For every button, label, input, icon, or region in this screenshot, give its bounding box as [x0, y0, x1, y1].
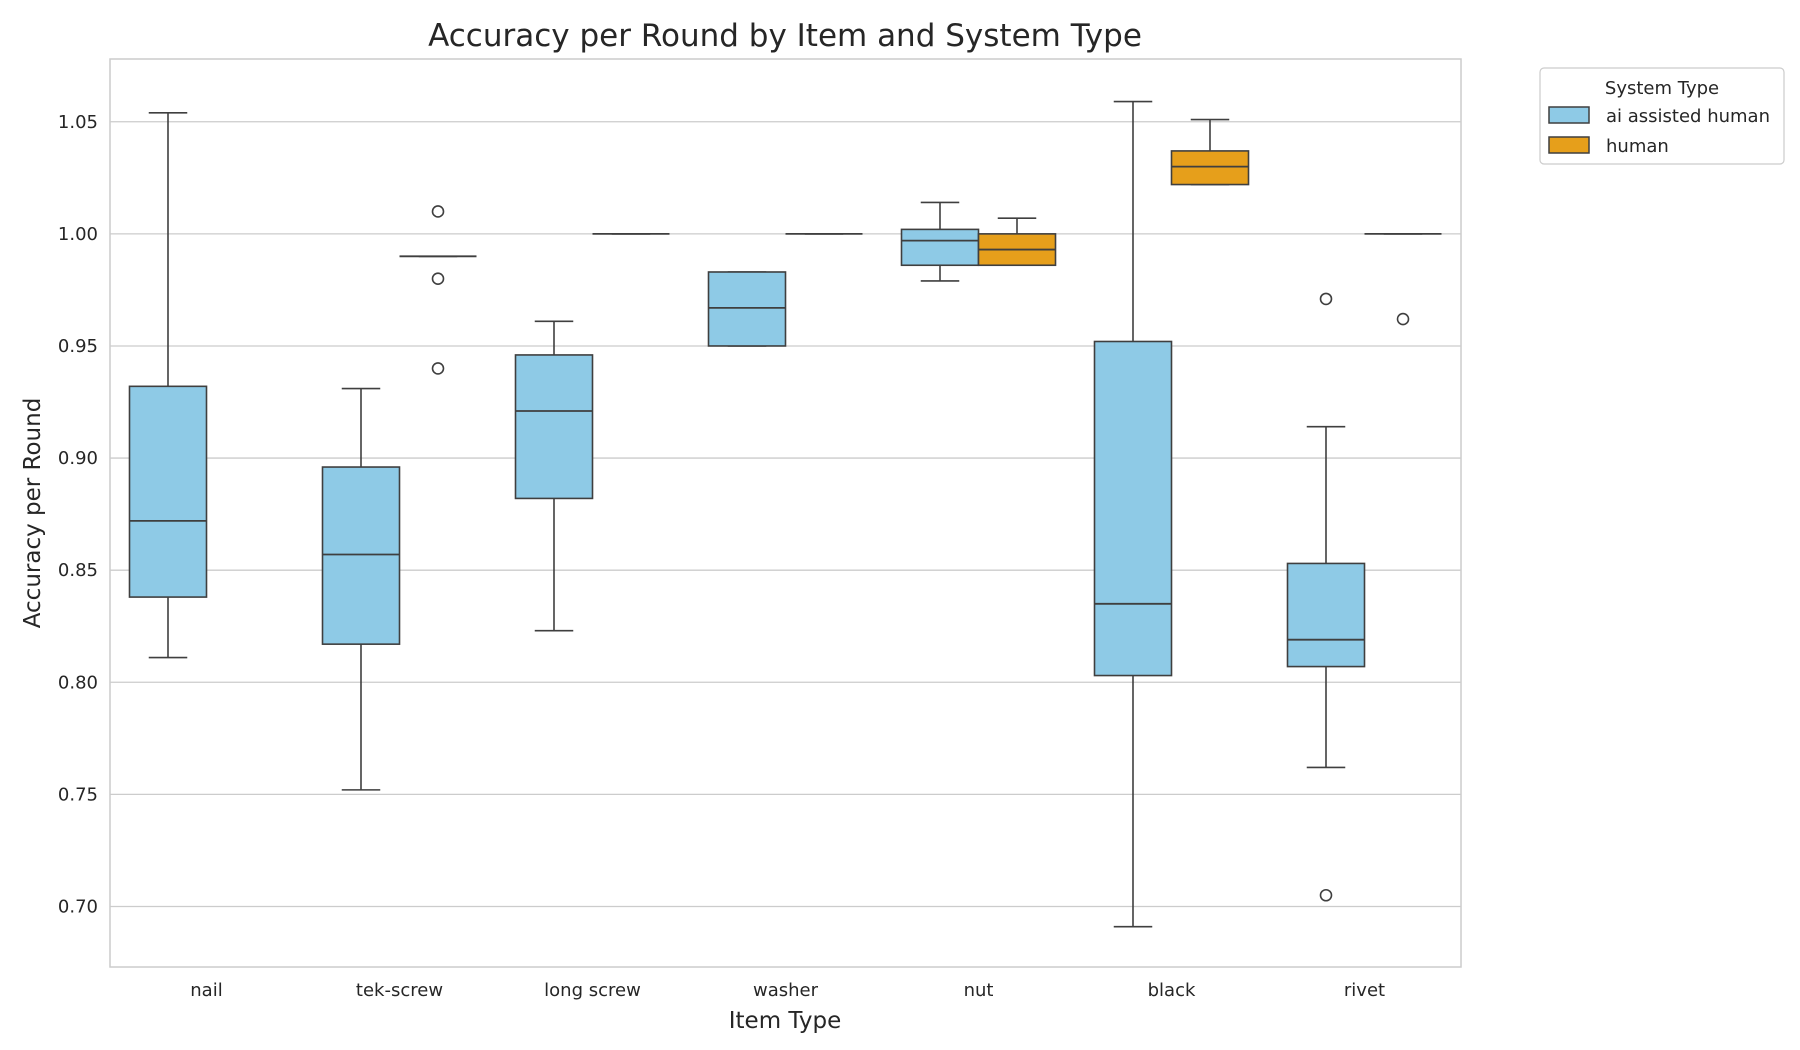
y-tick-label: 0.95 — [58, 336, 98, 357]
x-tick-label-long-screw: long screw — [544, 980, 641, 1001]
y-axis-ticks: 0.70 0.75 0.80 0.85 0.90 0.95 1.00 1.05 — [58, 112, 98, 918]
x-tick-label-nail: nail — [190, 980, 222, 1001]
iqr-box — [1093, 340, 1173, 677]
y-tick-label: 0.80 — [58, 672, 98, 693]
legend-label-human: human — [1606, 136, 1669, 157]
gridlines — [110, 121, 1461, 908]
legend-frame — [1539, 67, 1785, 165]
outlier-point — [1396, 312, 1410, 326]
iqr-box — [900, 228, 980, 267]
legend-label-ai-assisted-human: ai assisted human — [1606, 106, 1770, 127]
plot-frame — [109, 58, 1462, 968]
y-tick-label: 0.75 — [58, 784, 98, 805]
box-ai-assisted-human-washer — [707, 271, 787, 347]
outlier-point — [431, 205, 445, 218]
x-tick-label-tek-screw: tek-screw — [356, 980, 443, 1001]
box-ai-assisted-human-tek-screw — [321, 387, 401, 791]
outlier-point — [1319, 292, 1333, 306]
iqr-box — [128, 385, 208, 598]
box-human-black — [1170, 118, 1250, 186]
box-human-tek-screw — [399, 205, 477, 375]
y-tick-label: 0.85 — [58, 560, 98, 581]
box-ai-assisted-human-rivet — [1286, 292, 1366, 902]
iqr-box — [1286, 562, 1366, 668]
legend-swatch-ai-assisted-human — [1548, 106, 1590, 124]
box-ai-assisted-human-black — [1093, 100, 1173, 928]
y-tick-label: 0.70 — [58, 896, 98, 917]
y-axis-label: Accuracy per Round — [20, 398, 46, 629]
chart-title: Accuracy per Round by Item and System Ty… — [428, 18, 1142, 54]
x-tick-label-rivet: rivet — [1344, 980, 1385, 1001]
outlier-point — [1319, 888, 1333, 902]
x-tick-label-nut: nut — [964, 980, 994, 1001]
y-tick-label: 1.05 — [58, 112, 98, 133]
y-tick-label: 1.00 — [58, 224, 98, 245]
box-human-rivet — [1364, 232, 1442, 326]
outlier-point — [431, 362, 445, 375]
legend-title: System Type — [1605, 78, 1719, 99]
legend-swatch-human — [1548, 136, 1590, 154]
iqr-box — [514, 354, 594, 500]
box-series — [128, 100, 1442, 928]
iqr-box — [707, 271, 787, 347]
x-tick-label-black: black — [1148, 980, 1196, 1001]
legend: System Type ai assisted human human — [1539, 67, 1785, 165]
iqr-box — [1170, 150, 1250, 186]
box-ai-assisted-human-nut — [900, 201, 980, 282]
iqr-box — [321, 466, 401, 645]
box-ai-assisted-human-nail — [128, 112, 208, 659]
y-tick-label: 0.90 — [58, 448, 98, 469]
box-human-nut — [977, 217, 1057, 267]
x-tick-label-washer: washer — [753, 980, 819, 1001]
x-axis-label: Item Type — [729, 1008, 842, 1034]
x-axis-ticks: nail tek-screw long screw washer nut black riv… — [190, 980, 1385, 1001]
box-ai-assisted-human-long-screw — [514, 320, 594, 632]
outlier-point — [431, 272, 445, 286]
